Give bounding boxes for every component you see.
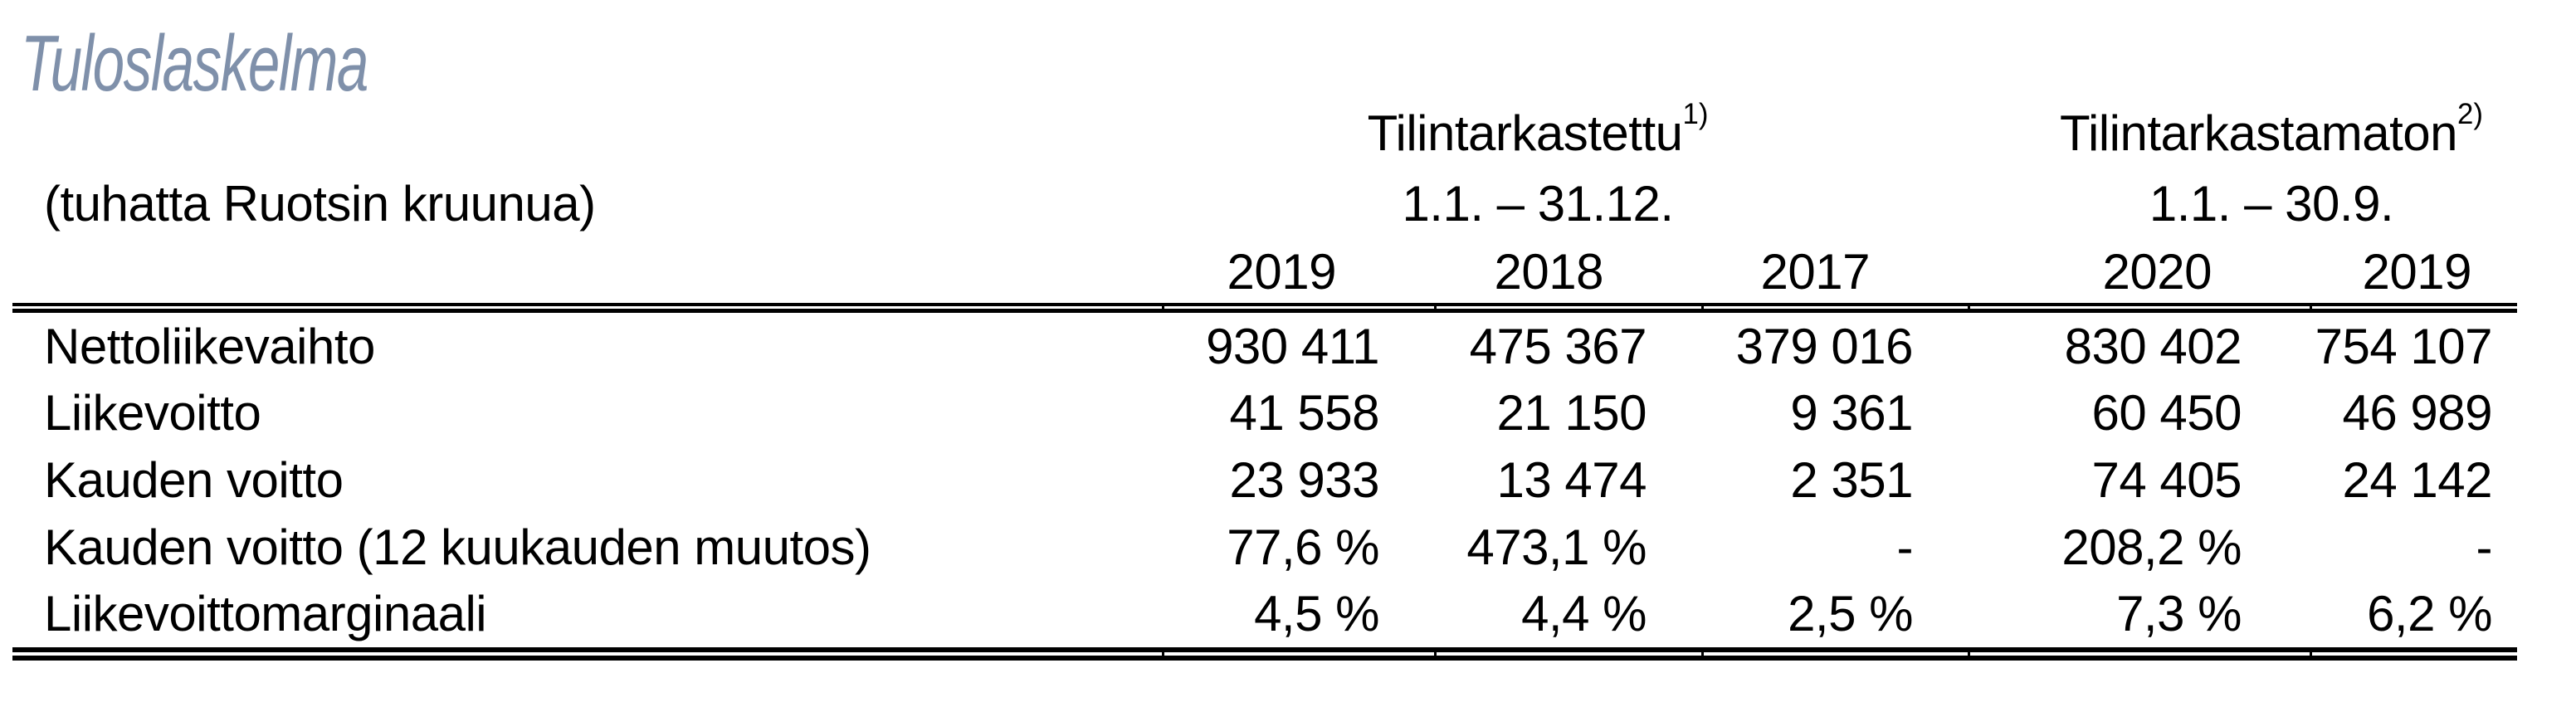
table-cell: 7,3 % [2116,586,2242,642]
table-row-liikevoittomarginaali: Liikevoittomarginaali 4,5 % 4,4 % 2,5 % … [12,580,2517,647]
column-divider-tick [2310,651,2312,656]
table-cell: 475 367 [1469,318,1647,374]
table-cell: 13 474 [1496,451,1647,508]
table-cell: 379 016 [1735,318,1914,374]
table-cell: 23 933 [1229,451,1379,508]
group-header-spacer [12,100,1162,166]
year-header-2018: 2018 [1494,244,1604,300]
table-row-liikevoitto: Liikevoitto 41 558 21 150 9 361 60 450 4… [12,380,2517,447]
unaudited-group-label: Tilintarkastamaton [2060,105,2457,161]
table-top-rule [12,303,2517,313]
period-header-row: (tuhatta Ruotsin kruunua) 1.1. – 31.12. … [12,166,2517,241]
column-divider-tick [2310,306,2312,309]
table-cell: 60 450 [2091,385,2242,441]
table-row-kauden-voitto-muutos: Kauden voitto (12 kuukauden muutos) 77,6… [12,514,2517,581]
table-cell: - [1896,519,1914,575]
table-cell: 4,4 % [1521,586,1647,642]
row-label: Kauden voitto (12 kuukauden muutos) [44,519,871,575]
table-cell: 21 150 [1496,385,1647,441]
year-header-2019b: 2019 [2362,244,2472,300]
table-cell: 2 351 [1790,451,1913,508]
table-cell: 2,5 % [1788,586,1913,642]
column-divider-tick [1162,306,1164,309]
year-header-2019a: 2019 [1227,244,1337,300]
table-cell: 77,6 % [1227,519,1379,575]
unaudited-period: 1.1. – 30.9. [2149,175,2394,232]
table-cell: 754 107 [2315,318,2493,374]
unaudited-group-header: Tilintarkastamaton 2) [1968,98,2517,166]
table-cell: 4,5 % [1254,586,1379,642]
table-cell: 74 405 [2091,451,2242,508]
table-cell: - [2476,519,2493,575]
page-title: Tuloslaskelma [21,19,368,108]
table-cell: 46 989 [2342,385,2492,441]
table-cell: 24 142 [2342,451,2492,508]
column-divider-tick [1434,306,1437,309]
table-row-kauden-voitto: Kauden voitto 23 933 13 474 2 351 74 405… [12,446,2517,514]
year-header-2017: 2017 [1760,244,1871,300]
audited-group-header: Tilintarkastettu 1) [1162,98,1968,166]
column-divider-tick [1162,651,1164,656]
column-divider-tick [1701,651,1704,656]
row-label: Liikevoittomarginaali [44,586,487,642]
column-divider-tick [1701,306,1704,309]
year-header-2020: 2020 [2102,244,2213,300]
audited-group-label: Tilintarkastettu [1367,105,1683,161]
footnote-ref-2: 2) [2457,98,2483,131]
table-cell: 41 558 [1229,385,1379,441]
group-header-row: Tilintarkastettu 1) Tilintarkastamaton 2) [12,98,2517,166]
table-row-nettoliikevaihto: Nettoliikevaihto 930 411 475 367 379 016… [12,313,2517,380]
row-label: Nettoliikevaihto [44,318,375,374]
row-label: Kauden voitto [44,451,344,508]
table-bottom-rule [12,646,2517,661]
column-divider-tick [1968,306,1970,309]
year-header-spacer [12,241,1162,303]
row-label: Liikevoitto [44,385,261,441]
table-cell: 6,2 % [2367,586,2492,642]
income-statement-table: Tilintarkastettu 1) Tilintarkastamaton 2) … [12,98,2517,661]
table-cell: 830 402 [2064,318,2242,374]
table-cell: 9 361 [1790,385,1913,441]
column-divider-tick [1968,651,1970,656]
column-divider-tick [1434,651,1437,656]
table-cell: 930 411 [1206,318,1379,374]
table-cell: 473,1 % [1466,519,1647,575]
audited-period: 1.1. – 31.12. [1402,175,1674,232]
year-header-row: 2019 2018 2017 2020 2019 [12,241,2517,303]
footnote-ref-1: 1) [1682,98,1709,131]
table-cell: 208,2 % [2061,519,2242,575]
unit-label: (tuhatta Ruotsin kruunua) [44,175,596,232]
